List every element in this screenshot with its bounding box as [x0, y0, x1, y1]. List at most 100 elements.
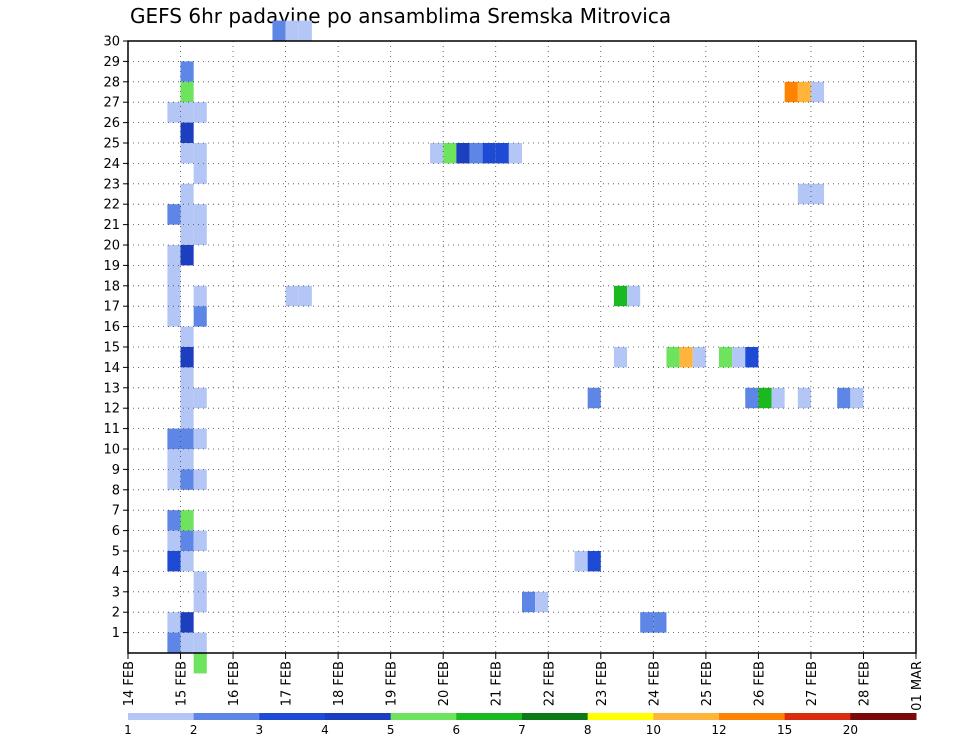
- heatmap-cell: [745, 347, 759, 368]
- heatmap-cell: [167, 265, 181, 286]
- colorbar-swatch: [193, 713, 260, 720]
- heatmap-cell: [443, 143, 457, 164]
- heatmap-cell: [180, 245, 194, 266]
- heatmap-cell: [653, 612, 667, 633]
- heatmap-cell: [522, 591, 536, 613]
- heatmap-cell: [180, 632, 194, 653]
- heatmap-cell: [797, 387, 811, 409]
- heatmap-cell: [167, 551, 181, 572]
- y-tick-label: 23: [103, 177, 120, 192]
- heatmap-cell: [640, 612, 654, 633]
- plot-frame: [127, 40, 917, 654]
- y-tick-label: 20: [103, 239, 120, 254]
- heatmap-cell: [180, 469, 194, 490]
- heatmap-cell: [193, 653, 207, 674]
- heatmap-cell: [613, 347, 628, 368]
- heatmap-cell: [535, 591, 549, 613]
- y-tick-label: 10: [103, 443, 120, 458]
- heatmap-cell: [180, 122, 194, 143]
- heatmap-cell: [193, 224, 207, 245]
- x-tick-label: 15 FEB: [175, 661, 190, 706]
- heatmap-cell: [193, 632, 207, 653]
- heatmap-cell: [193, 102, 207, 123]
- colorbar-swatch: [850, 713, 917, 720]
- colorbar-label: 10: [646, 723, 661, 737]
- x-tick-label: 16 FEB: [227, 661, 242, 706]
- x-tick-label: 22 FEB: [542, 661, 557, 706]
- heatmap-cell: [193, 469, 207, 490]
- heatmap-cell: [167, 306, 181, 327]
- grid-layer: [128, 41, 916, 653]
- heatmap-cell: [193, 285, 207, 307]
- heatmap-cell: [758, 387, 772, 409]
- colorbar-label: 20: [843, 723, 858, 737]
- colorbar-swatch: [390, 713, 457, 720]
- x-tick-label: 19 FEB: [385, 661, 400, 706]
- heatmap-cell: [797, 81, 811, 103]
- colorbar-label: 8: [584, 723, 592, 737]
- y-tick-label: 26: [103, 116, 120, 131]
- y-tick-label: 24: [103, 157, 120, 172]
- heatmap-cell: [692, 347, 706, 368]
- heatmap-cell: [810, 183, 825, 205]
- y-tick-label: 21: [103, 218, 120, 233]
- y-tick-label: 3: [112, 585, 120, 600]
- heatmap-cell: [180, 612, 194, 633]
- y-tick-label: 19: [103, 259, 120, 274]
- colorbar-swatch: [259, 713, 326, 720]
- heatmap-cell: [167, 285, 181, 307]
- heatmap-cell: [613, 285, 628, 307]
- colorbar-swatch: [325, 713, 392, 720]
- heatmap-cell: [193, 163, 207, 184]
- colorbar-label: 7: [518, 723, 526, 737]
- y-tick-label: 13: [103, 381, 120, 396]
- heatmap-cell: [180, 143, 194, 164]
- heatmap-cell: [193, 306, 207, 327]
- heatmap-cell: [167, 245, 181, 266]
- colorbar-swatch: [128, 713, 195, 720]
- colorbar-swatch: [587, 713, 654, 720]
- heatmap-cell: [167, 612, 181, 633]
- heatmap-cell: [180, 102, 194, 123]
- y-tick-label: 15: [103, 341, 120, 356]
- x-tick-label: 23 FEB: [595, 661, 610, 706]
- heatmap-cell: [167, 102, 181, 123]
- colorbar-label: 15: [777, 723, 792, 737]
- y-tick-label: 17: [103, 300, 120, 315]
- y-tick-label: 25: [103, 137, 120, 152]
- heatmap-cell: [850, 387, 864, 409]
- heatmap-cell: [666, 347, 680, 368]
- x-tick-label: 28 FEB: [857, 661, 872, 706]
- heatmap-cell: [679, 347, 693, 368]
- heatmap-cell: [745, 387, 759, 409]
- heatmap-cell: [167, 204, 181, 225]
- chart-title: GEFS 6hr padavine po ansamblima Sremska …: [130, 4, 672, 28]
- heatmap-cell: [180, 408, 194, 429]
- y-tick-label: 22: [103, 198, 120, 213]
- heatmap-cell: [180, 224, 194, 245]
- colorbar-swatch: [522, 713, 589, 720]
- x-tick-label: 20 FEB: [437, 661, 452, 706]
- heatmap-cell: [167, 510, 181, 531]
- y-axis: 1234567891011121314151617181920212223242…: [103, 35, 128, 641]
- heatmap-cell: [837, 387, 851, 409]
- heatmap-cell: [456, 143, 470, 164]
- x-tick-label: 18 FEB: [332, 661, 347, 706]
- x-tick-label: 01 MAR: [910, 661, 925, 711]
- heatmap-cell: [719, 347, 733, 368]
- heatmap-cell: [587, 551, 601, 572]
- heatmap-cell: [574, 551, 588, 572]
- heatmap-cell: [180, 81, 194, 103]
- heatmap-cell: [298, 285, 312, 307]
- heatmap-cell: [495, 143, 509, 164]
- y-tick-label: 6: [112, 524, 120, 539]
- heatmap-cell: [272, 20, 286, 41]
- x-tick-label: 17 FEB: [280, 661, 295, 706]
- y-tick-label: 14: [103, 361, 120, 376]
- heatmap-cell: [167, 530, 181, 551]
- heatmap-cell: [193, 591, 207, 613]
- heatmap-cell: [285, 20, 299, 41]
- heatmap-cell: [180, 367, 194, 388]
- y-tick-label: 12: [103, 402, 120, 417]
